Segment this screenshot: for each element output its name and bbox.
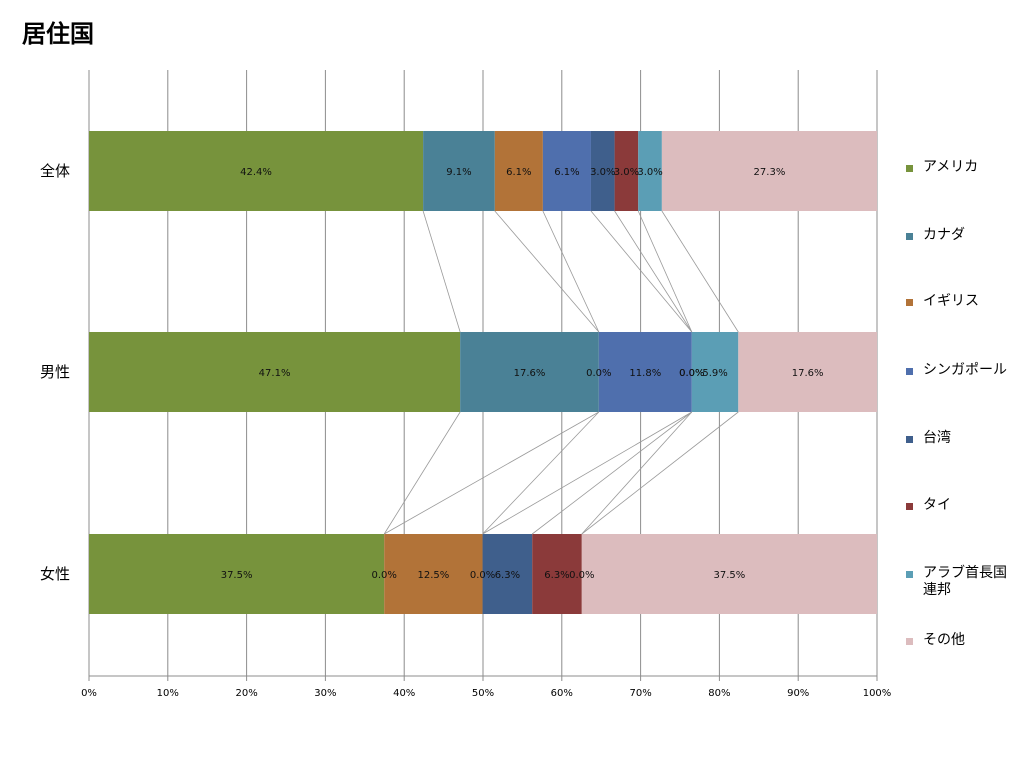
bar-segment bbox=[542, 131, 591, 211]
bar-segment bbox=[614, 131, 639, 211]
x-tick-label: 70% bbox=[629, 688, 651, 699]
category-label: 女性 bbox=[40, 565, 70, 583]
legend-label: アメリカ bbox=[923, 159, 979, 175]
series-line bbox=[637, 210, 693, 333]
data-label: 6.3% bbox=[544, 570, 569, 581]
bar-segment bbox=[590, 131, 615, 211]
series-line bbox=[581, 411, 693, 535]
data-label: 6.1% bbox=[506, 167, 531, 178]
bar-segment bbox=[691, 332, 739, 412]
x-tick-label: 0% bbox=[81, 688, 97, 699]
data-label: 0.0% bbox=[372, 570, 397, 581]
data-label: 17.6% bbox=[514, 368, 546, 379]
data-label: 37.5% bbox=[714, 570, 746, 581]
legend-swatch bbox=[906, 165, 913, 172]
category-label: 男性 bbox=[40, 363, 70, 381]
x-tick-label: 90% bbox=[787, 688, 809, 699]
legend-label: イギリス bbox=[923, 293, 979, 309]
data-label: 9.1% bbox=[446, 167, 471, 178]
legend-label: シンガポール bbox=[923, 362, 1007, 378]
legend-label: その他 bbox=[923, 632, 965, 648]
legend-label: アラブ首長国連邦 bbox=[923, 565, 1007, 598]
legend-item: その他 bbox=[906, 632, 1015, 649]
bar-segment bbox=[532, 534, 582, 614]
x-tick-label: 80% bbox=[708, 688, 730, 699]
series-line bbox=[422, 210, 461, 333]
series-line bbox=[661, 210, 739, 333]
data-label: 47.1% bbox=[259, 368, 291, 379]
data-label: 5.9% bbox=[702, 368, 727, 379]
legend-item: アメリカ bbox=[906, 159, 1015, 176]
legend-label: カナダ bbox=[923, 227, 965, 243]
bar-segment bbox=[638, 131, 662, 211]
data-label: 17.6% bbox=[792, 368, 824, 379]
bar-segment bbox=[598, 332, 692, 412]
bar-segment bbox=[460, 332, 599, 412]
data-label: 6.3% bbox=[495, 570, 520, 581]
x-tick-label: 100% bbox=[863, 688, 892, 699]
legend-item: タイ bbox=[906, 497, 1015, 514]
series-line bbox=[482, 411, 600, 535]
data-label: 37.5% bbox=[221, 570, 253, 581]
bar-segment bbox=[581, 534, 877, 614]
bar-segment bbox=[384, 534, 483, 614]
legend: アメリカカナダイギリスシンガポール 台湾タイアラブ首長国連邦その他 bbox=[906, 0, 1024, 768]
data-label: 3.0% bbox=[637, 167, 662, 178]
data-label: 3.0% bbox=[614, 167, 639, 178]
series-line bbox=[384, 411, 600, 535]
legend-swatch bbox=[906, 503, 913, 510]
x-tick-label: 40% bbox=[393, 688, 415, 699]
legend-item: カナダ bbox=[906, 227, 1015, 244]
legend-swatch bbox=[906, 638, 913, 645]
legend-label: 台湾 bbox=[923, 430, 951, 446]
bar-segment bbox=[89, 534, 385, 614]
data-label: 0.0% bbox=[586, 368, 611, 379]
category-label: 全体 bbox=[40, 162, 70, 180]
legend-item: アラブ首長国連邦 bbox=[906, 565, 1015, 599]
series-line bbox=[590, 210, 693, 333]
data-label: 0.0% bbox=[679, 368, 704, 379]
data-label: 0.0% bbox=[470, 570, 495, 581]
data-label: 0.0% bbox=[569, 570, 594, 581]
bar-segment bbox=[738, 332, 877, 412]
series-line bbox=[614, 210, 693, 333]
series-line bbox=[494, 210, 600, 333]
legend-swatch bbox=[906, 571, 913, 578]
legend-swatch bbox=[906, 436, 913, 443]
x-tick-label: 20% bbox=[235, 688, 257, 699]
x-tick-label: 10% bbox=[157, 688, 179, 699]
legend-swatch bbox=[906, 233, 913, 240]
bar-segment bbox=[89, 131, 424, 211]
series-line bbox=[383, 411, 461, 535]
legend-label: タイ bbox=[923, 497, 951, 513]
bar-segment bbox=[494, 131, 543, 211]
data-label: 6.1% bbox=[554, 167, 579, 178]
series-line bbox=[531, 411, 693, 535]
bar-segment bbox=[482, 534, 533, 614]
legend-swatch bbox=[906, 299, 913, 306]
data-label: 27.3% bbox=[754, 167, 786, 178]
bar-segment bbox=[89, 332, 461, 412]
legend-item: イギリス bbox=[906, 293, 1015, 310]
legend-item: シンガポール bbox=[906, 362, 1015, 379]
x-tick-label: 30% bbox=[314, 688, 336, 699]
legend-swatch bbox=[906, 368, 913, 375]
series-line bbox=[542, 210, 600, 333]
series-line bbox=[581, 411, 739, 535]
legend-item: 台湾 bbox=[906, 430, 1015, 447]
data-label: 12.5% bbox=[418, 570, 450, 581]
data-label: 42.4% bbox=[240, 167, 272, 178]
bar-segment bbox=[423, 131, 495, 211]
bar-segment bbox=[661, 131, 877, 211]
chart-title: 居住国 bbox=[22, 20, 94, 48]
data-label: 11.8% bbox=[629, 368, 661, 379]
series-line bbox=[482, 411, 693, 535]
data-label: 3.0% bbox=[590, 167, 615, 178]
x-tick-label: 60% bbox=[551, 688, 573, 699]
x-tick-label: 50% bbox=[472, 688, 494, 699]
data-label: 0.0% bbox=[679, 368, 704, 379]
